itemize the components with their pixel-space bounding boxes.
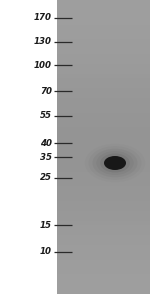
Bar	[57, 284, 150, 289]
Bar	[57, 211, 150, 216]
Bar	[57, 176, 150, 181]
Bar	[57, 191, 150, 196]
Bar	[57, 88, 150, 93]
Bar	[57, 113, 150, 118]
Bar	[57, 127, 150, 132]
Text: 40: 40	[40, 138, 52, 148]
Bar	[57, 274, 150, 279]
Text: 10: 10	[40, 248, 52, 256]
Ellipse shape	[96, 151, 134, 175]
Bar	[57, 216, 150, 220]
Bar	[57, 270, 150, 274]
Bar	[57, 54, 150, 59]
Bar	[57, 289, 150, 294]
Bar	[57, 10, 150, 15]
Bar	[57, 250, 150, 255]
Bar	[57, 0, 150, 5]
Bar	[57, 15, 150, 20]
Bar	[57, 245, 150, 250]
Bar	[57, 260, 150, 265]
Text: 100: 100	[34, 61, 52, 69]
Bar	[57, 171, 150, 176]
Bar	[57, 103, 150, 108]
Bar	[57, 235, 150, 240]
Bar	[57, 78, 150, 83]
Text: 130: 130	[34, 38, 52, 46]
Bar	[57, 69, 150, 74]
Bar	[57, 181, 150, 186]
Bar	[57, 0, 150, 294]
Bar	[57, 98, 150, 103]
Text: 55: 55	[40, 111, 52, 121]
Ellipse shape	[92, 149, 138, 177]
Bar	[57, 147, 150, 152]
Bar	[57, 118, 150, 123]
Bar	[57, 59, 150, 64]
Bar	[57, 20, 150, 24]
Bar	[57, 186, 150, 191]
Bar	[57, 220, 150, 225]
Ellipse shape	[104, 156, 126, 170]
Bar	[57, 108, 150, 113]
Bar	[57, 132, 150, 137]
Bar	[57, 157, 150, 162]
Bar	[57, 93, 150, 98]
Text: 170: 170	[34, 14, 52, 23]
Ellipse shape	[100, 153, 130, 173]
Text: 15: 15	[40, 220, 52, 230]
Ellipse shape	[104, 156, 126, 170]
Bar	[57, 279, 150, 284]
Bar	[57, 137, 150, 142]
Bar	[57, 206, 150, 211]
Bar	[57, 34, 150, 39]
Bar	[57, 230, 150, 235]
Bar	[57, 44, 150, 49]
Bar	[57, 64, 150, 69]
Bar	[57, 255, 150, 260]
Bar	[57, 123, 150, 127]
Bar	[57, 29, 150, 34]
Bar	[57, 83, 150, 88]
Bar	[57, 5, 150, 10]
Bar	[57, 196, 150, 201]
Bar	[57, 265, 150, 270]
Bar	[57, 24, 150, 29]
Bar	[57, 240, 150, 245]
Bar	[57, 39, 150, 44]
Bar	[57, 152, 150, 157]
Bar	[57, 225, 150, 230]
Bar	[57, 49, 150, 54]
Text: 35: 35	[40, 153, 52, 161]
Text: 70: 70	[40, 86, 52, 96]
Bar	[57, 142, 150, 147]
Bar	[57, 201, 150, 206]
Bar	[57, 74, 150, 78]
Text: 25: 25	[40, 173, 52, 183]
Bar	[57, 167, 150, 171]
Bar	[57, 162, 150, 167]
